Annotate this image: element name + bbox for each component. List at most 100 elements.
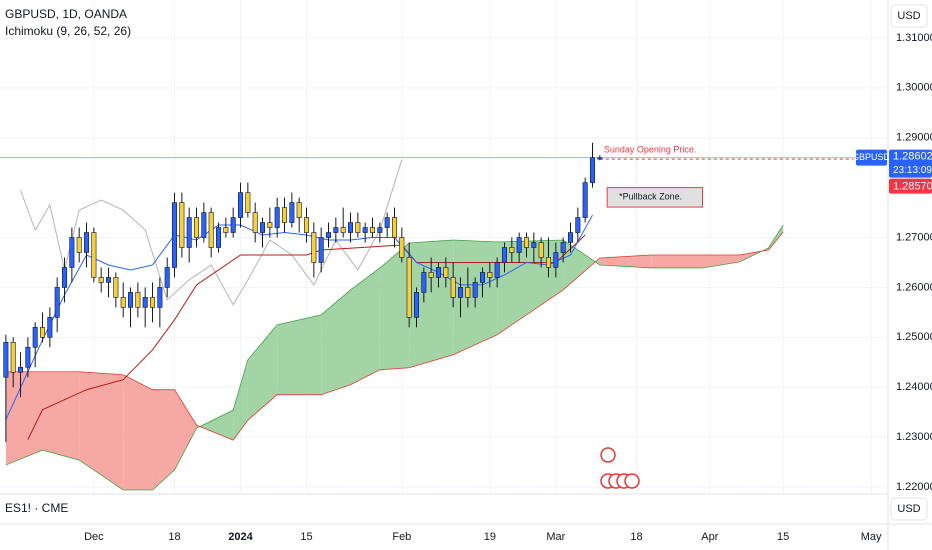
chart-title: GBPUSD, 1D, OANDA [5, 7, 127, 21]
candle-body [32, 327, 38, 348]
candle-body [553, 252, 559, 268]
candle-body [370, 227, 376, 233]
candle-body [296, 202, 302, 218]
candle-body [267, 222, 273, 228]
candle-body [47, 317, 53, 338]
candle-body [340, 227, 346, 233]
x-tick-label: May [861, 531, 882, 543]
cloud-segment [277, 314, 322, 395]
y-tick-label: 1.25000 [896, 331, 932, 343]
candle-body [318, 237, 324, 263]
candle-body [567, 232, 573, 243]
symbol-tag-label: GBPUSD [852, 152, 891, 162]
candle-body [98, 277, 104, 283]
candle-body [245, 192, 251, 213]
marked-price-label: 1.28570 [893, 180, 932, 192]
candle-body [509, 247, 515, 253]
candle-body [392, 217, 398, 238]
candle-body [575, 217, 581, 233]
y-tick-label: 1.31000 [896, 32, 932, 44]
x-tick-label: Mar [546, 531, 565, 543]
plot-area [0, 0, 888, 494]
candle-body [10, 342, 16, 373]
candle-body [194, 217, 200, 238]
candle-body [142, 297, 148, 308]
candle-body [443, 267, 449, 278]
countdown-label: 23:13:09 [893, 165, 932, 176]
candle-body [18, 366, 24, 373]
candle-body [355, 222, 361, 233]
candle-body [84, 232, 90, 253]
cloud-segment [247, 324, 278, 421]
candle-body [362, 227, 368, 233]
candle-body [582, 182, 588, 218]
y-tick-label: 1.27000 [896, 231, 932, 243]
candle-body [333, 227, 339, 233]
x-tick-label: 19 [484, 531, 496, 543]
candle-body [76, 237, 82, 253]
x-tick-label: Feb [392, 531, 411, 543]
lagging-span [20, 159, 403, 306]
candle-body [523, 237, 529, 248]
cloud-segment [152, 389, 175, 491]
candle-body [472, 282, 478, 298]
candle-body [3, 342, 9, 378]
candle-body [157, 287, 163, 308]
cloud-segment [321, 289, 351, 395]
candle-body [487, 272, 493, 278]
cloud-segment [599, 254, 652, 268]
candle-body [414, 292, 420, 318]
event-icon[interactable] [600, 447, 616, 463]
cloud-segment [233, 359, 248, 441]
candle-body [428, 272, 434, 278]
candle-body [282, 207, 288, 223]
x-tick-label: 18 [168, 531, 180, 543]
currency-label[interactable]: USD [897, 503, 920, 515]
candle-body [150, 297, 156, 308]
event-icons [600, 447, 640, 489]
candle-body [113, 277, 119, 298]
cloud-segment [379, 243, 410, 370]
cloud-segment [409, 240, 454, 368]
candle-body [40, 327, 46, 338]
candle-body [311, 232, 317, 263]
candle-body [289, 202, 295, 223]
x-tick-label: 2024 [228, 531, 253, 543]
candle-body [436, 267, 442, 278]
x-tick-label: 15 [777, 531, 789, 543]
candle-body [494, 262, 500, 278]
candle-body [135, 292, 141, 308]
candle-body [516, 237, 522, 253]
candle-body [348, 222, 354, 233]
candle-body [25, 346, 31, 368]
last-price-label: 1.28602 [893, 150, 932, 162]
currency-button[interactable] [890, 497, 928, 521]
candle-body [69, 237, 75, 268]
candle-body [238, 192, 244, 218]
candle-body [120, 297, 126, 308]
y-tick-label: 1.30000 [896, 82, 932, 94]
candle-body [252, 212, 258, 233]
span-a-line [5, 224, 784, 491]
candle-body [54, 287, 60, 318]
candle-body [465, 287, 471, 298]
currency-button[interactable] [890, 4, 928, 28]
candle-body [450, 277, 456, 298]
cloud-segment [651, 254, 703, 268]
y-tick-label: 1.29000 [896, 132, 932, 144]
event-icon[interactable] [624, 473, 640, 489]
cloud-segment [123, 374, 153, 491]
lower-pane-label: ES1! · CME [5, 501, 68, 515]
candle-body [179, 202, 185, 248]
candle-body [201, 212, 207, 238]
annotation: Sunday Opening Price. [604, 145, 697, 155]
currency-label[interactable]: USD [897, 10, 920, 22]
annotation: *Pullback Zone. [619, 192, 682, 202]
y-tick-label: 1.23000 [896, 431, 932, 443]
candle-body [384, 217, 390, 228]
candle-body [545, 257, 551, 268]
y-tick-label: 1.22000 [896, 481, 932, 493]
y-tick-label: 1.24000 [896, 381, 932, 393]
